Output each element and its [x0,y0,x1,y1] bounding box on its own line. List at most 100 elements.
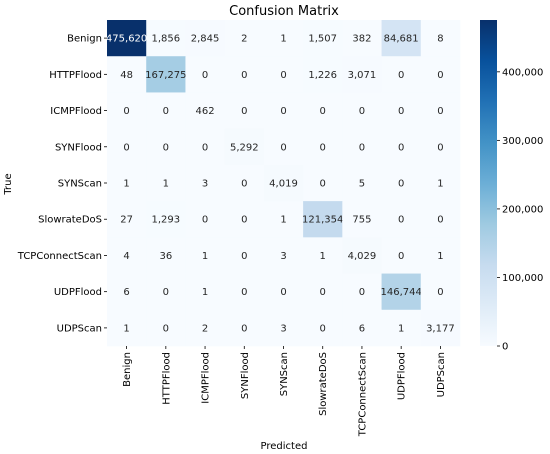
heatmap-cell [224,20,265,57]
heatmap-cell [224,92,265,129]
y-tick-label: TCPConnectScan [17,251,102,262]
heatmap-cell [146,20,186,57]
cell-value-label: 5 [359,179,365,190]
heatmap-cell [107,273,147,311]
y-tick-label: UDPScan [57,323,102,334]
cell-value-label: 3 [280,323,286,334]
cell-value-label: 1 [437,251,443,262]
cell-value-label: 0 [437,287,443,298]
x-tick-label: HTTPFlood [161,352,172,405]
cell-value-label: 0 [123,106,129,117]
heatmap-cell [107,20,147,57]
cell-value-label: 1 [320,251,326,262]
heatmap-cell [185,56,225,93]
cell-value-label: 146,744 [380,287,421,298]
cell-value-label: 1 [202,251,208,262]
heatmap-cell [224,164,265,202]
heatmap-cell [224,309,265,347]
heatmap-cell [342,309,382,347]
cell-value-label: 0 [359,106,365,117]
cell-value-label: 1,226 [308,70,337,81]
cell-value-label: 0 [398,251,404,262]
cell-value-label: 0 [437,106,443,117]
heatmap-cell [146,237,186,274]
y-tick-label: Benign [67,34,102,45]
cell-value-label: 0 [241,179,247,190]
heatmap-cell [303,237,343,274]
cell-value-label: 0 [398,70,404,81]
cell-value-label: 0 [202,142,208,153]
cell-value-label: 0 [280,70,286,81]
heatmap-cell [381,273,422,311]
heatmap-cell [381,56,422,93]
heatmap-cell [224,56,265,93]
heatmap-cell [146,309,186,347]
y-tick-label: HTTPFlood [49,70,102,81]
x-tick-label: SYNScan [279,352,290,396]
cell-value-label: 4 [123,251,129,262]
cell-value-label: 1 [123,179,129,190]
y-tick-label: SYNFlood [55,142,102,153]
chart-title: Confusion Matrix [229,4,339,19]
heatmap-cell [420,201,461,238]
heatmap-cell [381,309,422,347]
cell-value-label: 1,507 [308,34,337,45]
heatmap-cell [224,237,265,274]
cell-value-label: 0 [123,142,129,153]
cell-value-label: 0 [398,142,404,153]
heatmap-cell [146,56,186,93]
heatmap-cell [420,128,461,166]
colorbar-tick-label: 100,000 [502,273,543,284]
x-tick-label: ICMPFlood [201,352,212,404]
cell-value-label: 0 [320,323,326,334]
colorbar-tick-label: 0 [502,342,508,353]
heatmap-cell [381,92,422,129]
cell-value-label: 382 [352,34,371,45]
heatmap-cell [263,20,304,57]
cell-value-label: 0 [280,106,286,117]
cell-value-label: 2,845 [191,34,220,45]
cell-value-label: 0 [163,287,169,298]
cell-value-label: 1 [398,323,404,334]
cell-value-label: 1 [202,287,208,298]
cell-value-label: 1 [280,34,286,45]
heatmap-cell [263,201,304,238]
cell-value-label: 0 [320,179,326,190]
cell-value-label: 755 [352,215,371,226]
cell-value-label: 36 [159,251,172,262]
heatmap-cell [107,201,147,238]
heatmap-cell [107,237,147,274]
heatmap-cell [185,237,225,274]
cell-value-label: 1 [123,323,129,334]
colorbar-tick-label: 200,000 [502,204,543,215]
heatmap-cell [420,237,461,274]
heatmap-cells: 475,620 1,856 2,845 2 1 1,507 382 84,681 8 48 167,… [106,20,461,347]
cell-value-label: 0 [163,106,169,117]
heatmap-cell [224,273,265,311]
heatmap-cell [303,128,343,166]
heatmap-cell [303,201,343,238]
x-tick-label: UDPFlood [397,352,408,400]
cell-value-label: 3 [202,179,208,190]
cell-value-label: 0 [359,287,365,298]
cell-value-label: 1,856 [152,34,181,45]
cell-value-label: 167,275 [145,70,186,81]
cell-value-label: 48 [120,70,133,81]
heatmap-cell [107,56,147,93]
colorbar-tick-label: 400,000 [502,67,543,78]
y-tick-label: UDPFlood [54,287,102,298]
heatmap-cell [303,92,343,129]
heatmap-cell [420,56,461,93]
y-tick-label: SlowrateDoS [38,215,102,226]
cell-value-label: 4,019 [269,179,298,190]
heatmap-cell [342,128,382,166]
colorbar: 0 100,000 200,000 300,000 400,000 [480,20,543,353]
heatmap-cell [303,309,343,347]
cell-value-label: 0 [163,323,169,334]
heatmap-cell [381,128,422,166]
heatmap-cell [185,273,225,311]
cell-value-label: 1 [437,179,443,190]
x-axis-label: Predicted [261,441,308,452]
heatmap-cell [146,273,186,311]
heatmap-cell [381,20,422,57]
